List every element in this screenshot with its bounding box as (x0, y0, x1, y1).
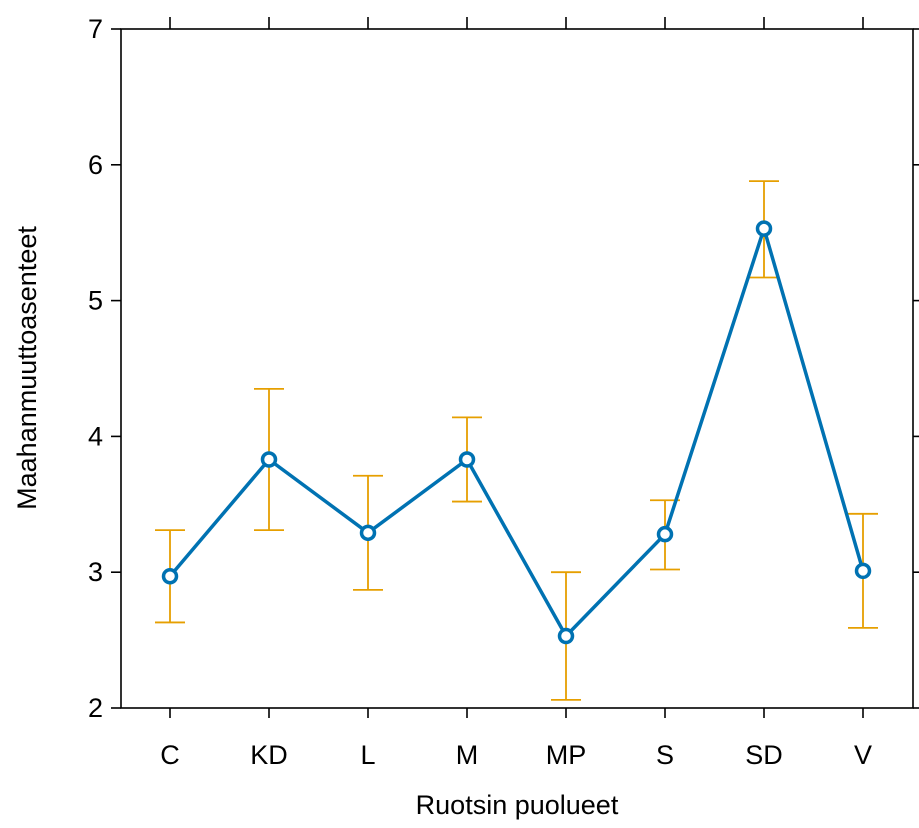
data-point (458, 451, 476, 468)
x-axis: C KD L M MP S SD V (160, 17, 872, 770)
x-tick-label: MP (546, 740, 587, 770)
plot-frame (120, 28, 914, 709)
data-point (755, 220, 773, 237)
data-point (161, 568, 179, 585)
y-tick-label: 7 (88, 14, 103, 44)
data-point (359, 524, 377, 542)
x-tick-label: S (656, 740, 674, 770)
y-tick-label: 6 (88, 150, 103, 180)
y-tick-label: 3 (88, 557, 103, 587)
x-tick-label: L (360, 740, 375, 770)
plot-area: 2 3 4 5 6 7 C KD L M MP S SD V (88, 14, 919, 770)
error-bars (155, 180, 878, 701)
x-tick-label: SD (745, 740, 783, 770)
x-axis-title: Ruotsin puolueet (416, 790, 619, 820)
x-tick-label: C (160, 740, 180, 770)
series-line (168, 226, 865, 638)
x-tick-label: KD (250, 740, 288, 770)
x-tick-label: V (854, 740, 872, 770)
data-point (854, 562, 872, 580)
x-tick-label: M (456, 740, 479, 770)
y-tick-label: 2 (88, 693, 103, 723)
data-point (557, 627, 575, 645)
data-point (260, 451, 278, 468)
y-tick-label: 4 (88, 421, 103, 451)
y-tick-label: 5 (88, 286, 103, 316)
y-axis-title: Maahanmuuttoasenteet (12, 226, 42, 510)
data-point (656, 525, 674, 543)
series (161, 220, 872, 645)
y-axis: 2 3 4 5 6 7 (88, 14, 919, 723)
